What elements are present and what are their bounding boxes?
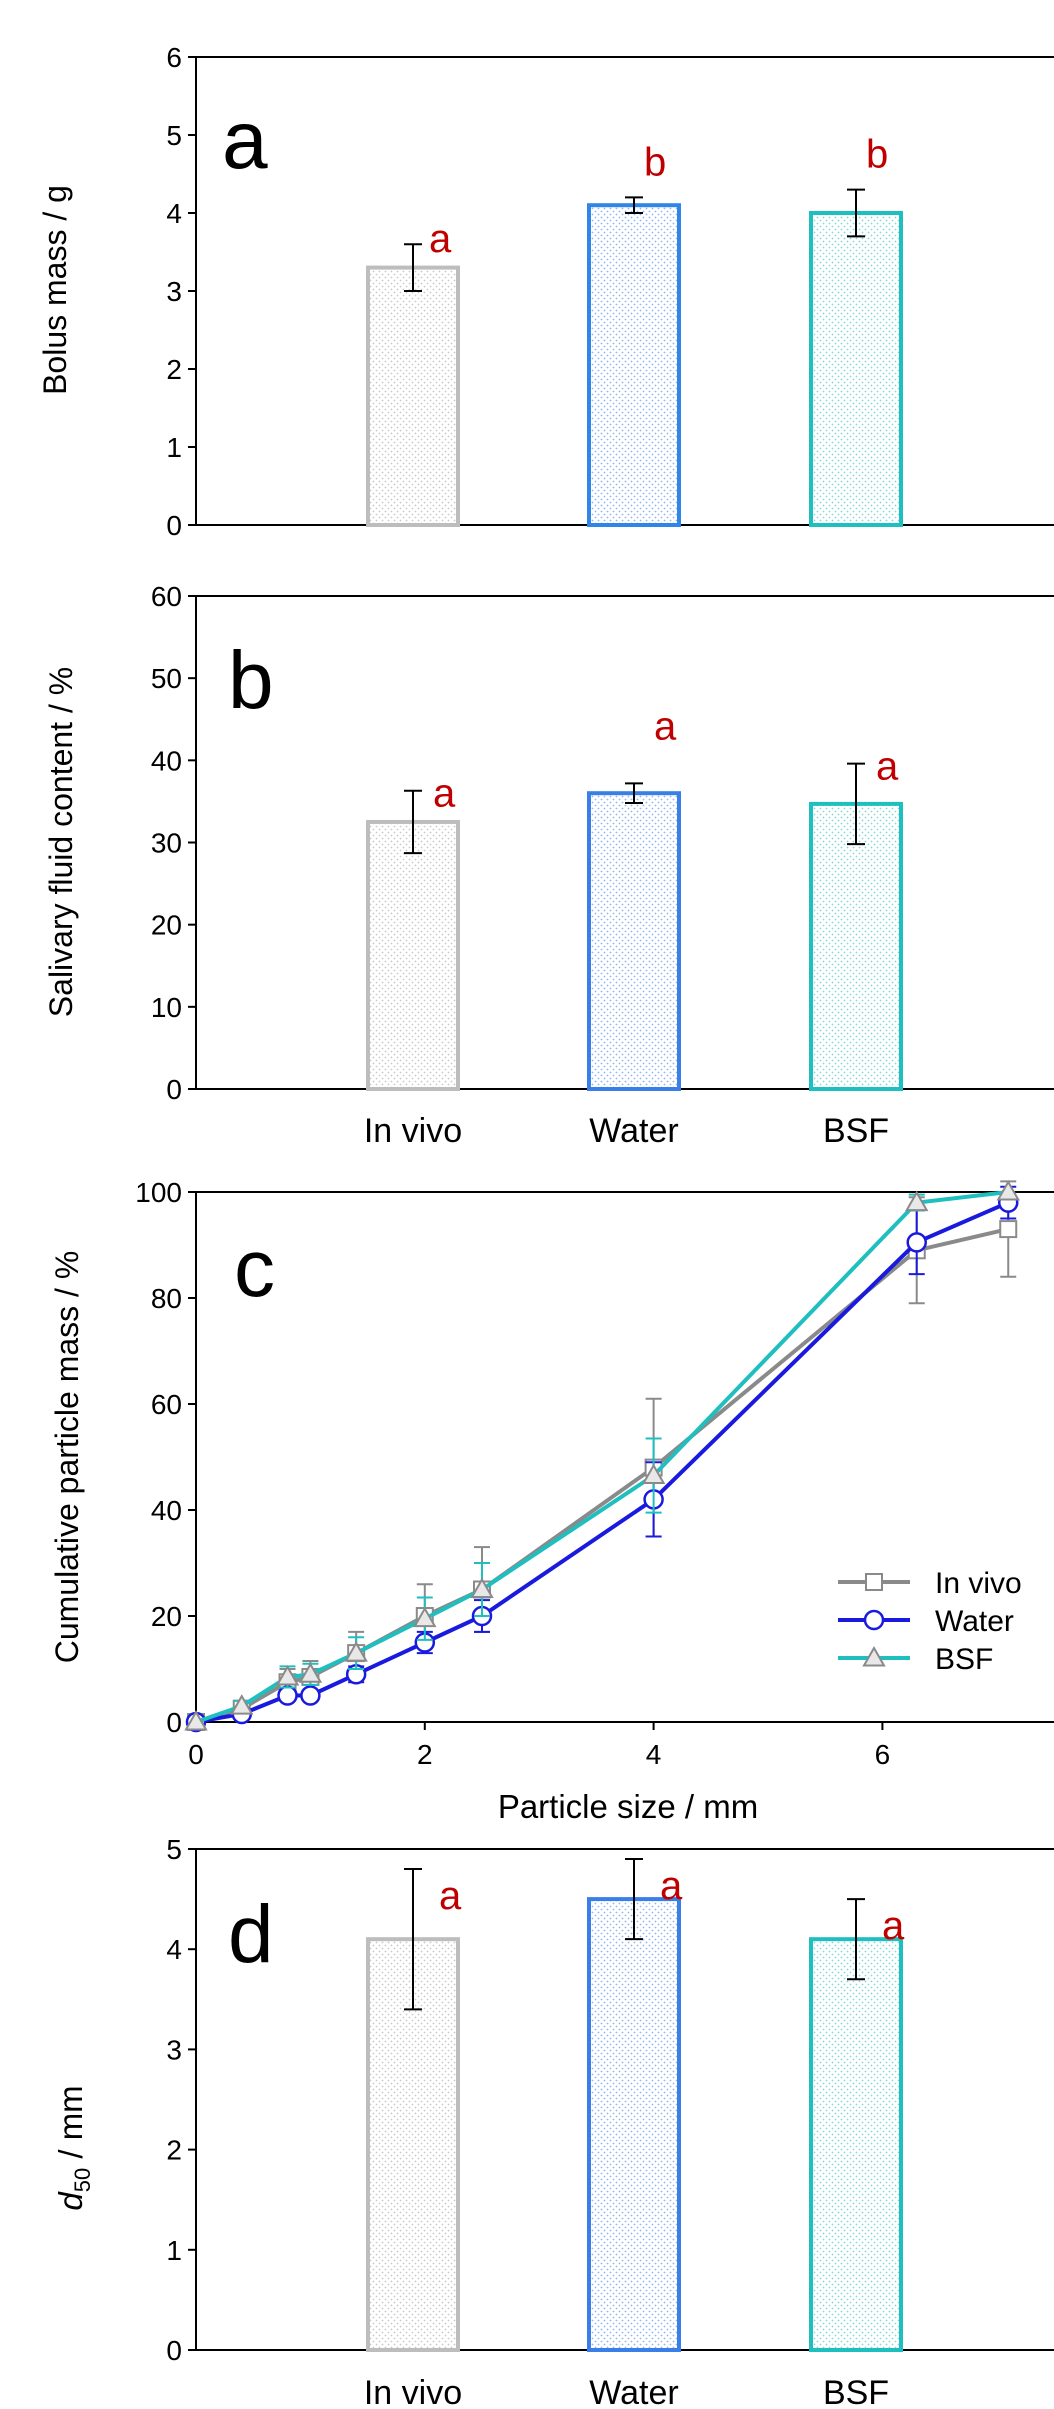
panel-c-series-line xyxy=(195,1227,1009,1724)
panel-a-significance-letter: b xyxy=(644,140,666,184)
panel-a-ytick-label: 2 xyxy=(166,354,182,385)
panel-d-significance-letter: a xyxy=(882,1904,905,1948)
panel-c-series-line xyxy=(195,1200,1009,1724)
panel-c-ytick-label: 60 xyxy=(151,1389,182,1420)
panel-d-category-label: Water xyxy=(589,2374,678,2409)
panel-b-ytick-label: 0 xyxy=(166,1074,182,1105)
panel-b-ytick-label: 20 xyxy=(151,910,182,941)
panel-c-data-point xyxy=(413,1606,437,1628)
panel-b-letter: b xyxy=(228,635,274,726)
panel-a-bolus-mass: a Bolus mass / g 0 1 2 3 4 5 6 a b b xyxy=(37,42,1054,541)
panel-d-letter: d xyxy=(228,1889,274,1980)
panel-d-ylabel-d: d xyxy=(52,2191,89,2211)
panel-d-ylabel: d50 / mm xyxy=(52,2085,95,2210)
panel-c-data-point xyxy=(275,1664,300,1686)
panel-c-legend-marker xyxy=(863,1609,885,1631)
panel-c-data-point xyxy=(184,1709,208,1731)
panel-c-legend-marker xyxy=(865,1573,883,1591)
panel-a-letter: a xyxy=(222,95,268,186)
panel-c-ytick-label: 100 xyxy=(135,1177,182,1208)
panel-b-significance-letter: a xyxy=(876,745,899,789)
panel-d-ylabel-sub: 50 xyxy=(70,2168,95,2192)
panel-d-bar xyxy=(809,1937,903,2353)
panel-b-category-label: In vivo xyxy=(364,1112,462,1150)
panel-c-legend-label: BSF xyxy=(935,1643,993,1676)
panel-b-bar xyxy=(366,819,460,1091)
panel-a-significance-letter: b xyxy=(866,133,888,177)
panel-c-ytick-label: 80 xyxy=(151,1283,182,1314)
panel-c-series-bsf xyxy=(184,1179,1020,1731)
panel-b-ytick-label: 30 xyxy=(151,828,182,859)
panel-a-bar xyxy=(587,203,681,527)
panel-c-ylabel: Cumulative particle mass / % xyxy=(49,1251,85,1664)
panel-d-bar xyxy=(587,1897,681,2352)
panel-a-bar xyxy=(366,265,460,527)
panel-b-significance-letter: a xyxy=(654,704,677,748)
panel-b-ytick-label: 40 xyxy=(151,745,182,776)
panel-d-ytick-label: 4 xyxy=(166,1934,182,1965)
panel-c-data-point xyxy=(277,1685,298,1706)
panel-c-xtick-label: 4 xyxy=(646,1739,662,1770)
panel-b-bar xyxy=(809,801,903,1091)
panel-c-data-point xyxy=(344,1641,368,1662)
panel-c-xtick-label: 2 xyxy=(417,1739,433,1770)
panel-c-cumulative-mass: c Cumulative particle mass / % Particle … xyxy=(49,1177,1054,1825)
panel-c-series-line xyxy=(195,1190,1009,1724)
panel-b-bar xyxy=(587,791,681,1091)
panel-d-category-label: In vivo xyxy=(364,2374,462,2409)
panel-c-legend-marker xyxy=(862,1645,886,1667)
panel-c-data-point xyxy=(230,1694,254,1715)
panel-c-data-point xyxy=(470,1577,494,1598)
panel-d-significance-letter: a xyxy=(660,1864,683,1908)
panel-d-ytick-label: 5 xyxy=(166,1834,182,1865)
panel-b-salivary-fluid: b Salivary fluid content / % 0 10 20 30 40 50… xyxy=(43,581,1054,1150)
panel-c-xtick-label: 6 xyxy=(875,1739,891,1770)
panel-a-ytick-label: 6 xyxy=(166,42,182,73)
panel-c-letter: c xyxy=(234,1223,275,1314)
panel-c-xlabel: Particle size / mm xyxy=(498,1788,758,1825)
panel-c-data-point xyxy=(298,1662,323,1683)
panel-c-xtick-label: 0 xyxy=(188,1739,204,1770)
panel-b-significance-letter: a xyxy=(433,772,456,816)
panel-c-ytick-label: 40 xyxy=(151,1495,182,1526)
panel-b-ytick-label: 60 xyxy=(151,581,182,612)
panel-d-ytick-label: 1 xyxy=(166,2235,182,2266)
panel-d-significance-letter: a xyxy=(439,1874,462,1918)
panel-c-ytick-label: 0 xyxy=(166,1707,182,1738)
panel-a-bar xyxy=(809,211,903,527)
panel-d-ylabel-rest: / mm xyxy=(52,2085,89,2167)
panel-c-data-point xyxy=(996,1179,1020,1201)
panel-a-ytick-label: 1 xyxy=(166,432,182,463)
panel-b-ytick-label: 50 xyxy=(151,663,182,694)
panel-c-legend-label: In vivo xyxy=(935,1567,1022,1600)
panel-b-category-label: BSF xyxy=(823,1112,889,1150)
panel-a-ytick-label: 3 xyxy=(166,276,182,307)
panel-c-legend-label: Water xyxy=(935,1605,1014,1638)
panel-c-series-water xyxy=(185,1185,1019,1733)
panel-a-significance-letter: a xyxy=(429,217,452,261)
panel-a-ytick-label: 4 xyxy=(166,198,182,229)
panel-a-ytick-label: 5 xyxy=(166,120,182,151)
panel-c-data-point xyxy=(999,1220,1018,1239)
panel-d-ytick-label: 0 xyxy=(166,2335,182,2366)
panel-d-ytick-label: 2 xyxy=(166,2135,182,2166)
panel-c-ytick-label: 20 xyxy=(151,1601,182,1632)
panel-c-data-point xyxy=(906,1232,927,1253)
panel-b-ytick-label: 10 xyxy=(151,992,182,1023)
panel-d-category-label: BSF xyxy=(823,2374,889,2409)
panel-a-ytick-label: 0 xyxy=(166,510,182,541)
panel-a-ylabel: Bolus mass / g xyxy=(37,185,73,395)
panel-b-ylabel: Salivary fluid content / % xyxy=(43,667,79,1017)
panel-b-category-label: Water xyxy=(589,1112,678,1150)
panel-c-data-point xyxy=(300,1685,321,1706)
panel-c-data-point xyxy=(641,1463,666,1485)
panel-d-ytick-label: 3 xyxy=(166,2034,182,2065)
panel-c-data-point xyxy=(904,1190,929,1212)
panel-c-legend: In vivo Water BSF xyxy=(838,1567,1022,1676)
